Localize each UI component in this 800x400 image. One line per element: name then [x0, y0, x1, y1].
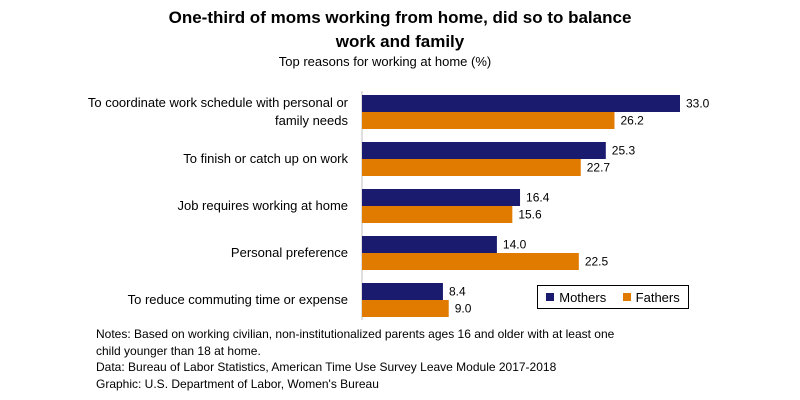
category-label: To coordinate work schedule with persona… [88, 95, 349, 128]
bar-mothers [362, 95, 680, 112]
data-label-mothers: 25.3 [612, 144, 636, 158]
legend-swatch-fathers [622, 293, 631, 301]
bar-mothers [362, 142, 606, 159]
data-label-fathers: 22.5 [585, 255, 609, 269]
bar-fathers [362, 112, 615, 129]
note-line-2: child younger than 18 at home. [96, 343, 261, 358]
legend-label-mothers: Mothers [559, 289, 607, 305]
data-label-fathers: 9.0 [455, 302, 472, 316]
data-label-fathers: 22.7 [587, 161, 611, 175]
category-label: To finish or catch up on work [183, 151, 348, 166]
chart-subtitle: Top reasons for working at home (%) [278, 54, 492, 69]
bar-fathers [362, 253, 579, 270]
category-label: Personal preference [231, 245, 348, 260]
chart-notes: Notes: Based on working civilian, non-in… [96, 326, 796, 392]
legend-label-fathers: Fathers [635, 289, 680, 305]
data-label-mothers: 16.4 [526, 191, 550, 205]
bar-mothers [362, 283, 443, 300]
data-label-mothers: 33.0 [686, 97, 710, 111]
data-label-mothers: 14.0 [503, 238, 527, 252]
legend-swatch-mothers [546, 293, 555, 301]
note-line-3: Data: Bureau of Labor Statistics, Americ… [96, 360, 557, 374]
note-line-4: Graphic: U.S. Department of Labor, Women… [96, 376, 379, 391]
data-label-fathers: 26.2 [620, 114, 644, 128]
category-label: Job requires working at home [177, 198, 348, 213]
bar-mothers [362, 236, 497, 253]
chart-title-line-2: work and family [335, 32, 465, 51]
note-line-1: Notes: Based on working civilian, non-in… [96, 327, 615, 341]
legend-item-mothers: Mothers [546, 290, 606, 305]
legend: Mothers Fathers [537, 285, 689, 309]
bar-mothers [362, 189, 521, 206]
chart-title: One-third of moms working from home, did… [0, 6, 800, 54]
legend-item-fathers: Fathers [622, 289, 680, 305]
category-label: To reduce commuting time or expense [128, 292, 348, 307]
bar-fathers [362, 159, 581, 176]
data-label-mothers: 8.4 [449, 285, 466, 299]
chart-title-line-1: One-third of moms working from home, did… [168, 8, 632, 27]
data-label-fathers: 15.6 [518, 208, 542, 222]
bar-fathers [362, 206, 513, 223]
bar-fathers [362, 300, 449, 317]
